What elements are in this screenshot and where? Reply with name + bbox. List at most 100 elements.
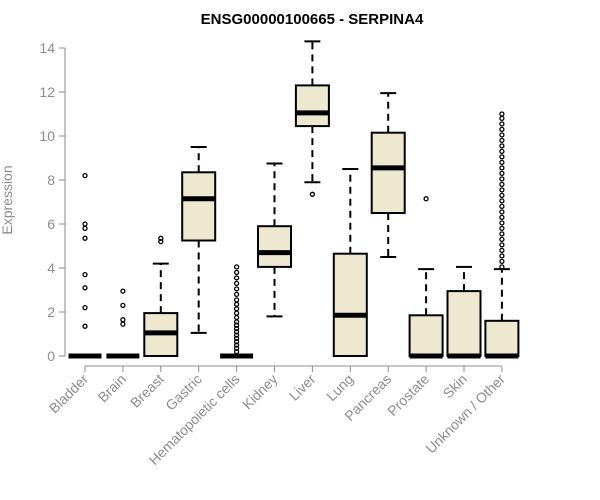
- box-prostate: [408, 196, 444, 359]
- outlier-point: [233, 280, 240, 287]
- outlier-point: [233, 339, 240, 345]
- outlier-point: [82, 271, 88, 278]
- outlier-point: [82, 221, 88, 227]
- outlier-point: [233, 297, 240, 303]
- outlier-point: [499, 187, 505, 193]
- box-skin: [446, 265, 482, 359]
- iqr-box: [408, 314, 444, 357]
- box-unknown-other: [484, 111, 520, 359]
- outlier-point: [233, 342, 240, 348]
- box-brain: [106, 288, 140, 359]
- outlier-point: [82, 225, 88, 232]
- outlier-point: [499, 258, 505, 265]
- y-tick-label: 10: [39, 128, 55, 144]
- outlier-point: [499, 225, 505, 232]
- outlier-point: [499, 121, 505, 127]
- outlier-point: [233, 310, 240, 316]
- outlier-point: [233, 269, 240, 276]
- x-tick-label: Breast: [127, 371, 167, 411]
- outlier-point: [499, 181, 505, 188]
- outlier-point: [499, 165, 505, 171]
- outlier-point: [82, 235, 88, 241]
- box-pancreas: [370, 92, 406, 258]
- iqr-box: [181, 171, 217, 242]
- outlier-point: [499, 247, 505, 254]
- x-tick-label: Prostate: [384, 371, 432, 419]
- box-hematopoietic-cells: [220, 264, 254, 359]
- outlier-point: [82, 285, 88, 291]
- y-axis: 0 2 4 6 8 10 12 14: [39, 40, 66, 364]
- outlier-point: [309, 191, 316, 197]
- y-tick-label: 6: [47, 216, 55, 232]
- iqr-box: [294, 84, 330, 128]
- iqr-box: [446, 290, 482, 358]
- outlier-point: [120, 302, 126, 309]
- outlier-point: [233, 264, 240, 270]
- outlier-point: [499, 148, 505, 155]
- outlier-point: [499, 115, 505, 122]
- outlier-point: [499, 170, 505, 177]
- iqr-box: [257, 225, 292, 268]
- outlier-point: [423, 196, 429, 202]
- outlier-point: [499, 220, 505, 226]
- outlier-point: [499, 159, 505, 166]
- box-breast: [143, 235, 179, 358]
- outlier-point: [499, 236, 505, 243]
- outlier-point: [499, 137, 505, 144]
- outlier-point: [499, 264, 505, 270]
- outlier-point: [233, 306, 240, 312]
- x-tick-label: Kidney: [239, 371, 281, 413]
- outlier-point: [233, 325, 240, 332]
- box-series: [68, 40, 520, 359]
- box-kidney: [257, 162, 292, 318]
- y-tick-label: 14: [39, 40, 55, 56]
- x-tick-label: Brain: [95, 371, 129, 405]
- outlier-point: [233, 314, 240, 321]
- outlier-point: [233, 322, 240, 328]
- y-tick-label: 0: [47, 348, 55, 364]
- outlier-point: [499, 253, 505, 259]
- iqr-box: [484, 319, 520, 357]
- iqr-box: [332, 252, 368, 357]
- box-liver: [294, 40, 330, 197]
- chart-title: ENSG00000100665 - SERPINA4: [201, 11, 424, 28]
- outlier-point: [233, 275, 240, 281]
- outlier-point: [499, 132, 505, 138]
- box-gastric: [181, 146, 217, 334]
- outlier-point: [499, 111, 505, 117]
- outlier-point: [499, 176, 505, 182]
- y-axis-label: Expression: [0, 165, 15, 234]
- outlier-point: [158, 235, 164, 241]
- outlier-point: [499, 242, 505, 248]
- outlier-point: [233, 335, 240, 342]
- y-tick-label: 8: [47, 172, 55, 188]
- outlier-point: [120, 321, 126, 327]
- box-bladder: [68, 172, 102, 359]
- outlier-point: [233, 332, 240, 338]
- outlier-point: [499, 214, 505, 221]
- outlier-point: [233, 348, 240, 355]
- outlier-point: [499, 198, 505, 204]
- y-tick-label: 12: [39, 84, 55, 100]
- outlier-point: [499, 126, 505, 133]
- outlier-point: [158, 238, 164, 245]
- iqr-box: [370, 131, 406, 214]
- outlier-point: [499, 154, 505, 160]
- outlier-point: [120, 317, 126, 323]
- outlier-point: [82, 172, 88, 179]
- outlier-point: [82, 323, 88, 329]
- outlier-point: [499, 209, 505, 215]
- outlier-point: [499, 203, 505, 210]
- outlier-point: [82, 304, 88, 311]
- x-tick-label: Bladder: [46, 371, 92, 417]
- outlier-point: [120, 288, 126, 294]
- outlier-point: [233, 291, 240, 298]
- outlier-point: [233, 286, 240, 292]
- outlier-point: [499, 143, 505, 149]
- outlier-point: [233, 345, 240, 351]
- outlier-point: [499, 231, 505, 237]
- x-tick-label: Liver: [286, 371, 319, 404]
